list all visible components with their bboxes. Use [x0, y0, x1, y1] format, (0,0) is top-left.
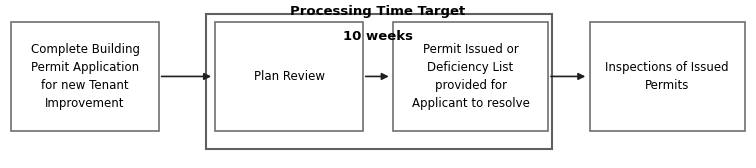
Text: Plan Review: Plan Review [254, 70, 324, 83]
Bar [590, 22, 745, 131]
Bar [206, 14, 552, 149]
Text: 10 weeks: 10 weeks [343, 30, 413, 43]
Text: Permit Issued or
Deficiency List
provided for
Applicant to resolve: Permit Issued or Deficiency List provide… [412, 43, 529, 110]
Text: Processing Time Target: Processing Time Target [290, 5, 466, 18]
Bar [11, 22, 159, 131]
Text: Complete Building
Permit Application
for new Tenant
Improvement: Complete Building Permit Application for… [30, 43, 140, 110]
Bar [393, 22, 548, 131]
Text: Inspections of Issued
Permits: Inspections of Issued Permits [606, 61, 729, 92]
Bar [215, 22, 363, 131]
